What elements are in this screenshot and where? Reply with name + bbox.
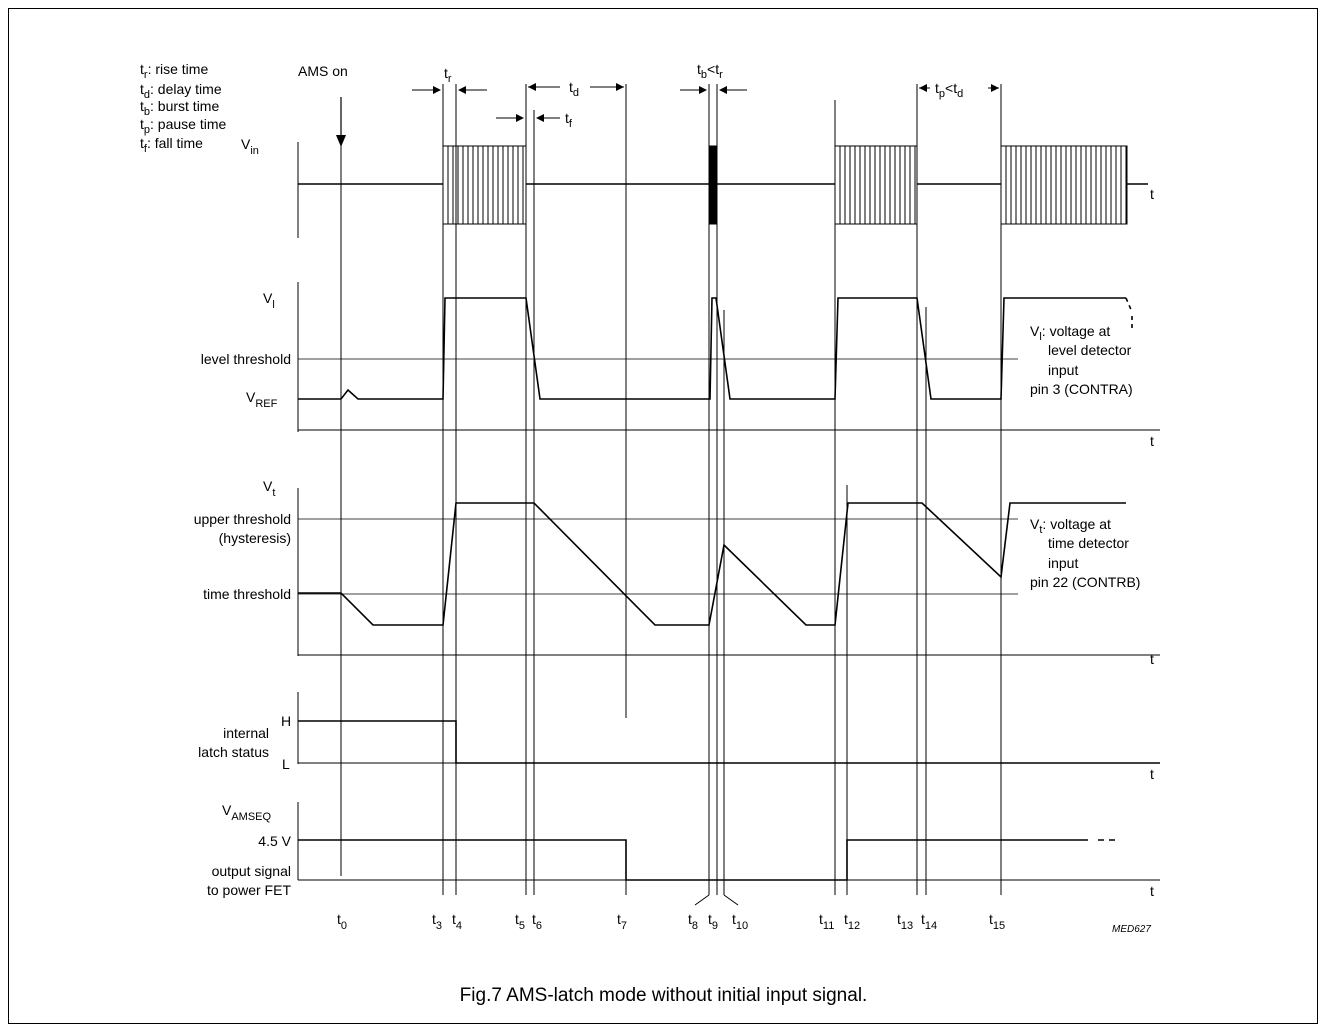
ams-on-label: AMS on [298, 63, 348, 79]
figure-caption: Fig.7 AMS-latch mode without initial inp… [459, 985, 868, 1006]
tr-label: tr [444, 65, 452, 85]
time-label-t14: t14 [921, 911, 937, 932]
v45-label: 4.5 V [258, 833, 291, 849]
tf-label: tf [565, 110, 573, 130]
latch-l-label: L [282, 756, 290, 772]
svg-text:tf: fall time: tf: fall time [140, 135, 203, 155]
tb-lt-tr-label: tb<tr [697, 61, 723, 81]
td-label: td [569, 79, 579, 99]
hysteresis-label: (hysteresis) [219, 530, 291, 546]
vl-signal [298, 297, 1126, 400]
legend: tr: rise time td: delay time tb: burst t… [140, 61, 226, 155]
vl-label: Vl [263, 290, 275, 311]
level-threshold-label: level threshold [201, 351, 291, 367]
time-label-t13: t13 [897, 911, 913, 932]
time-label-t15: t15 [989, 911, 1005, 932]
dimension-arrows [412, 83, 999, 122]
latch-signal [298, 720, 1160, 764]
latch-label-2: latch status [198, 744, 269, 760]
svg-text:pin 22 (CONTRB): pin 22 (CONTRB) [1030, 574, 1140, 590]
latch-h-label: H [281, 713, 291, 729]
svg-text:tr: rise time: tr: rise time [140, 61, 208, 81]
figure-code: MED627 [1112, 924, 1151, 935]
ams-t-label: t [1150, 883, 1154, 899]
time-label-t6: t6 [532, 911, 542, 932]
svg-text:pin 3 (CONTRA): pin 3 (CONTRA) [1030, 381, 1133, 397]
figure-frame [8, 8, 1318, 1024]
tp-lt-td-label: tp<td [935, 80, 963, 100]
svg-text:input: input [1048, 362, 1078, 378]
svg-text:Vl: voltage at: Vl: voltage at [1030, 323, 1110, 343]
svg-text:Vt: voltage at: Vt: voltage at [1030, 516, 1111, 536]
svg-text:time detector: time detector [1048, 535, 1129, 551]
latch-t-label: t [1150, 766, 1154, 782]
vref-label: VREF [246, 389, 278, 410]
time-label-t3: t3 [432, 911, 442, 932]
svg-text:td: delay time: td: delay time [140, 81, 222, 101]
svg-text:tb: burst time: tb: burst time [140, 98, 219, 118]
vin-bursts [442, 145, 1128, 225]
time-label-t10: t10 [732, 911, 748, 932]
vin-t-label: t [1150, 186, 1154, 202]
vt-note: Vt: voltage at time detector input pin 2… [1030, 516, 1140, 590]
time-label-t12: t12 [844, 911, 860, 932]
svg-text:input: input [1048, 555, 1078, 571]
vt-signal [298, 502, 1126, 626]
upper-threshold-label: upper threshold [194, 511, 291, 527]
time-label-t0: t0 [337, 911, 347, 932]
svg-text:level detector: level detector [1048, 342, 1132, 358]
time-labels: t0 t3 t4 t5 t6 t7 t8 t9 t10 t11 t12 t13 t14 t15 [337, 911, 1005, 932]
time-label-t5: t5 [515, 911, 525, 932]
time-label-t4: t4 [452, 911, 462, 932]
vt-label: Vt [263, 478, 275, 499]
latch-label-1: internal [223, 725, 269, 741]
vl-note: Vl: voltage at level detector input pin … [1030, 323, 1133, 397]
vamseq-label: VAMSEQ [222, 802, 272, 823]
vt-t-label: t [1150, 651, 1154, 667]
time-label-t11: t11 [819, 911, 834, 932]
time-threshold-label: time threshold [203, 586, 291, 602]
time-label-t9: t9 [708, 911, 718, 932]
vl-t-label: t [1150, 433, 1154, 449]
time-label-t8: t8 [688, 911, 698, 932]
time-label-t7: t7 [617, 911, 627, 932]
ams-label-2: to power FET [207, 882, 291, 898]
ams-label-1: output signal [212, 863, 291, 879]
vin-label: Vin [241, 136, 259, 157]
amseq-signal [298, 839, 1088, 881]
svg-text:tp: pause time: tp: pause time [140, 116, 226, 136]
